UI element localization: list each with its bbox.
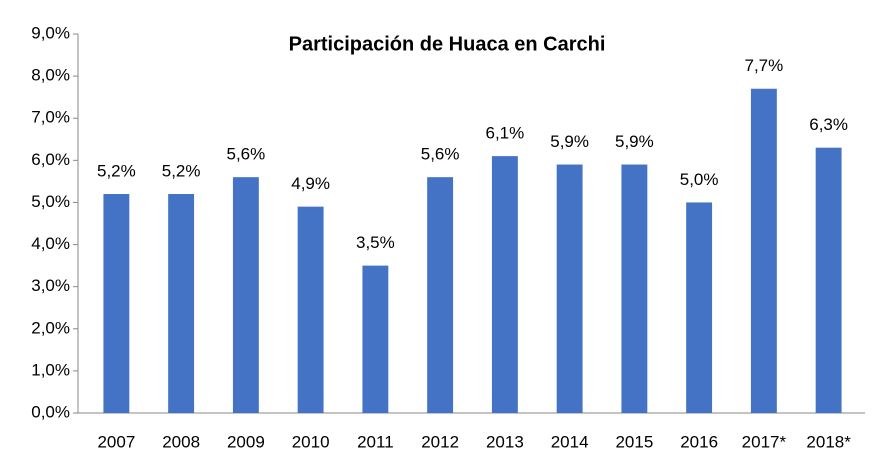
bar: [491, 156, 518, 413]
y-tick-label: 0,0%: [31, 402, 70, 421]
value-label: 5,2%: [97, 162, 136, 181]
value-label: 5,9%: [550, 132, 589, 151]
y-tick-label: 7,0%: [31, 108, 70, 127]
bar: [168, 194, 195, 413]
value-label: 5,6%: [227, 145, 266, 164]
x-tick-label: 2017*: [742, 432, 787, 451]
y-tick-label: 2,0%: [31, 318, 70, 337]
x-tick-label: 2011: [357, 432, 394, 451]
x-tick-label: 2015: [615, 432, 653, 451]
value-label: 7,7%: [745, 56, 784, 75]
x-tick-label: 2008: [162, 432, 200, 451]
value-label: 5,6%: [421, 145, 460, 164]
y-tick-label: 4,0%: [31, 234, 70, 253]
bar: [556, 164, 583, 413]
chart-title: Participación de Huaca en Carchi: [289, 33, 606, 55]
value-label: 5,0%: [680, 170, 719, 189]
x-tick-label: 2010: [292, 432, 330, 451]
y-tick-label: 1,0%: [31, 360, 70, 379]
bar: [815, 147, 842, 413]
x-tick-label: 2009: [227, 432, 265, 451]
x-tick-label: 2018*: [806, 432, 851, 451]
bar: [750, 88, 777, 413]
x-tick-label: 2012: [421, 432, 459, 451]
value-label: 5,9%: [615, 132, 654, 151]
value-label: 6,1%: [486, 124, 525, 143]
bar: [103, 194, 130, 413]
value-label: 3,5%: [356, 233, 395, 252]
y-tick-label: 6,0%: [31, 150, 70, 169]
x-tick-label: 2013: [486, 432, 524, 451]
x-tick-label: 2016: [680, 432, 718, 451]
y-tick-label: 3,0%: [31, 276, 70, 295]
x-tick-label: 2007: [97, 432, 135, 451]
value-label: 5,2%: [162, 162, 201, 181]
value-label: 6,3%: [809, 115, 848, 134]
bar: [297, 206, 324, 413]
bar: [427, 177, 454, 413]
bar: [686, 202, 713, 413]
y-tick-label: 8,0%: [31, 66, 70, 85]
bar: [362, 265, 389, 413]
value-label: 4,9%: [291, 174, 330, 193]
bar: [621, 164, 648, 413]
y-tick-label: 9,0%: [31, 23, 70, 42]
y-tick-label: 5,0%: [31, 192, 70, 211]
x-tick-label: 2014: [551, 432, 589, 451]
bar: [232, 177, 259, 413]
